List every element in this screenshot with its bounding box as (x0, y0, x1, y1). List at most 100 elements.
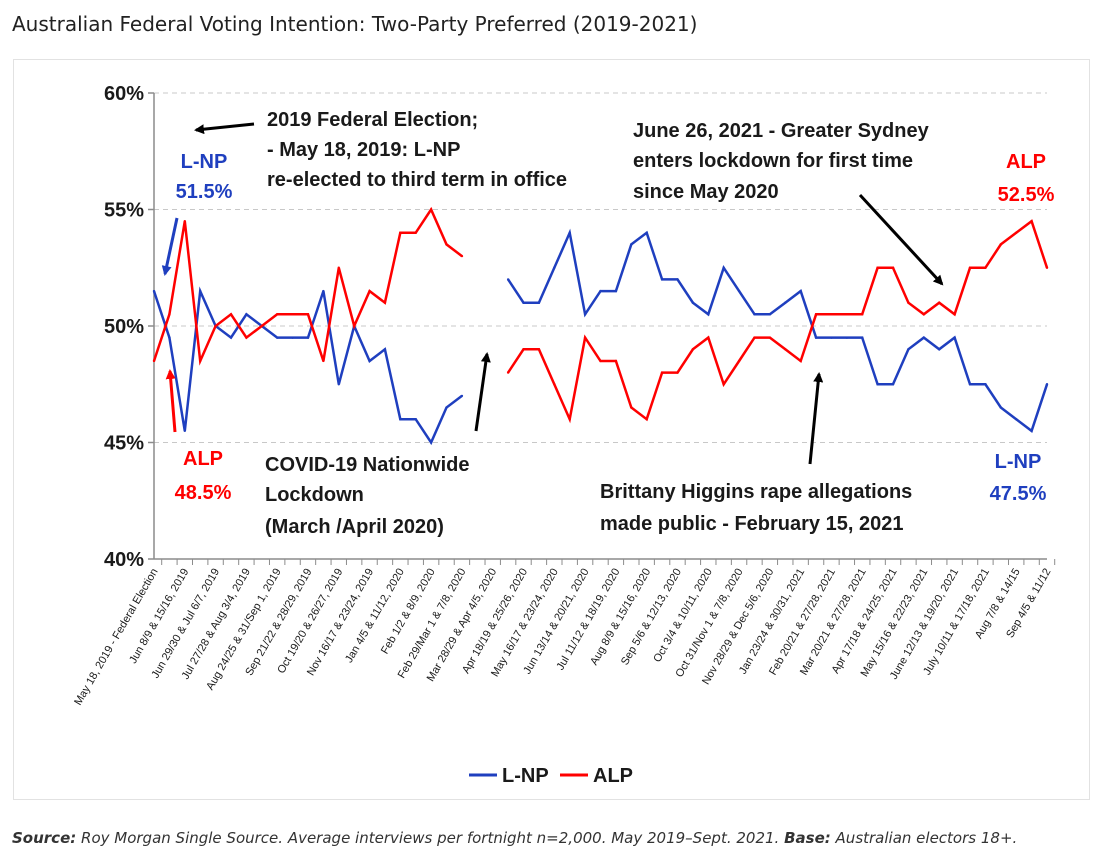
data-point-alp (614, 359, 618, 363)
data-point-l-np (583, 313, 587, 316)
data-point-l-np (784, 301, 787, 304)
data-point-l-np (630, 243, 633, 246)
data-point-l-np (660, 278, 664, 281)
data-point-alp (537, 348, 541, 351)
page-title: Australian Federal Voting Intention: Two… (12, 12, 698, 36)
data-point-l-np (737, 289, 741, 293)
lnp-end-value: 47.5% (990, 483, 1047, 505)
lnp-end-party: L-NP (995, 451, 1042, 473)
data-point-l-np (399, 418, 402, 421)
data-point-alp (676, 371, 679, 374)
data-point-alp (337, 266, 340, 269)
data-point-l-np (599, 289, 602, 293)
data-point-l-np (1015, 418, 1018, 421)
data-point-alp (583, 336, 587, 339)
series-line-alp (507, 219, 1049, 424)
data-point-alp (630, 406, 633, 409)
data-point-alp (414, 231, 417, 234)
data-point-alp (691, 348, 695, 351)
annotation-sydney-line-1: June 26, 2021 - Greater Sydney (633, 120, 930, 142)
data-point-alp (922, 313, 926, 316)
data-point-alp (784, 348, 787, 351)
base-text: Australian electors 18+. (835, 829, 1018, 847)
data-point-l-np (984, 383, 987, 386)
annotation-higgins-line-1: Brittany Higgins rape allegations (600, 481, 912, 503)
data-point-l-np (168, 336, 171, 339)
data-point-alp (953, 313, 956, 316)
data-point-l-np (337, 383, 340, 386)
data-point-alp (460, 254, 464, 258)
source-text: Roy Morgan Single Source. Average interv… (81, 829, 780, 847)
data-point-alp (876, 266, 879, 269)
data-point-alp (891, 266, 895, 269)
data-point-l-np (306, 336, 310, 339)
data-point-alp (245, 336, 248, 339)
annotation-higgins-line-2: made public - February 15, 2021 (600, 513, 903, 535)
data-point-alp (645, 418, 648, 421)
source-note: Source: Roy Morgan Single Source. Averag… (12, 829, 1017, 847)
legend-label-alp: ALP (593, 765, 633, 787)
data-point-l-np (198, 289, 202, 293)
chart-frame: 40% 45% 50% 55% 60% May 18, 2019 - Federal E… (13, 59, 1090, 800)
data-point-l-np (1045, 383, 1049, 386)
data-point-alp (506, 371, 510, 374)
data-point-l-np (891, 383, 895, 386)
data-point-l-np (799, 289, 802, 293)
annotation-lnp-end: L-NP 47.5% (990, 451, 1047, 505)
data-point-alp (352, 324, 356, 328)
data-point-l-np (322, 289, 325, 293)
data-point-alp (707, 336, 710, 339)
legend: L-NP ALP (469, 765, 633, 787)
annotation-sydney-line-3: since May 2020 (633, 181, 779, 203)
annotation-covid-line-2: Lockdown (265, 484, 364, 506)
data-point-l-np (999, 406, 1003, 409)
data-point-l-np (568, 231, 571, 234)
data-point-alp (768, 336, 772, 339)
annotation-covid: COVID-19 Nationwide Lockdown (March /Apr… (265, 454, 469, 538)
data-point-l-np (814, 336, 818, 339)
data-point-l-np (938, 348, 941, 351)
sydney-arrow (858, 193, 944, 286)
data-point-l-np (183, 429, 186, 433)
data-point-alp (183, 219, 186, 223)
annotation-covid-line-3: (March /April 2020) (265, 516, 444, 538)
base-label: Base: (784, 829, 831, 847)
data-point-alp (814, 313, 818, 316)
data-point-l-np (691, 301, 695, 304)
data-point-alp (368, 289, 371, 293)
data-point-alp (260, 324, 263, 328)
data-point-l-np (876, 383, 879, 386)
data-point-l-np (152, 289, 156, 293)
data-point-alp (399, 231, 402, 234)
lnp-start-arrow (161, 217, 179, 276)
alp-start-value: 48.5% (175, 482, 232, 504)
data-point-l-np (830, 336, 833, 339)
data-point-alp (737, 359, 741, 363)
data-point-l-np (429, 441, 433, 444)
annotation-election-line-1: 2019 Federal Election; (267, 109, 478, 131)
data-point-l-np (229, 336, 233, 339)
data-point-l-np (922, 336, 926, 339)
y-tick-label: 55% (104, 200, 144, 222)
data-point-l-np (722, 266, 725, 269)
data-point-alp (753, 336, 756, 339)
data-point-l-np (383, 348, 387, 351)
source-label: Source: (12, 829, 77, 847)
data-point-alp (845, 313, 849, 316)
legend-label-lnp: L-NP (502, 765, 549, 787)
lnp-start-value: 51.5% (176, 181, 233, 203)
data-point-l-np (645, 231, 648, 234)
data-point-l-np (275, 336, 279, 339)
data-point-alp (275, 313, 279, 316)
data-point-alp (799, 359, 802, 363)
data-point-l-np (414, 418, 417, 421)
data-point-alp (599, 359, 602, 363)
data-point-l-np (907, 348, 910, 351)
data-point-alp (999, 243, 1003, 246)
y-tick-label: 40% (104, 549, 144, 571)
data-point-alp (830, 313, 833, 316)
alp-start-arrow (165, 369, 177, 433)
annotation-lnp-start: L-NP 51.5% (176, 151, 233, 203)
data-point-l-np (968, 383, 972, 386)
data-point-alp (968, 266, 972, 269)
